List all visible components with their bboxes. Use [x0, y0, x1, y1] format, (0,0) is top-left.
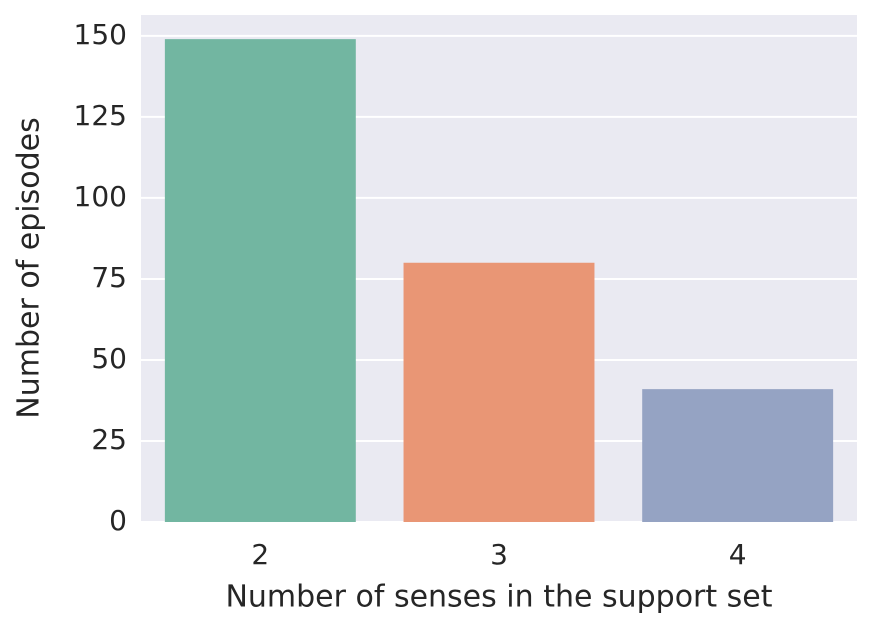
y-tick-label: 100	[74, 180, 127, 213]
y-axis-label: Number of episodes	[12, 117, 47, 418]
bar	[403, 262, 595, 522]
y-tick-label: 50	[91, 342, 127, 375]
y-tick-label: 150	[74, 18, 127, 51]
bar	[642, 389, 834, 522]
x-tick-label: 2	[251, 538, 269, 571]
y-tick-label: 75	[91, 261, 127, 294]
y-tick-label: 0	[109, 504, 127, 537]
x-tick-label: 4	[729, 538, 747, 571]
y-tick-label: 125	[74, 99, 127, 132]
y-tick-label: 25	[91, 423, 127, 456]
x-tick-label: 3	[490, 538, 508, 571]
x-axis-label: Number of senses in the support set	[225, 580, 772, 615]
bar	[164, 39, 356, 523]
